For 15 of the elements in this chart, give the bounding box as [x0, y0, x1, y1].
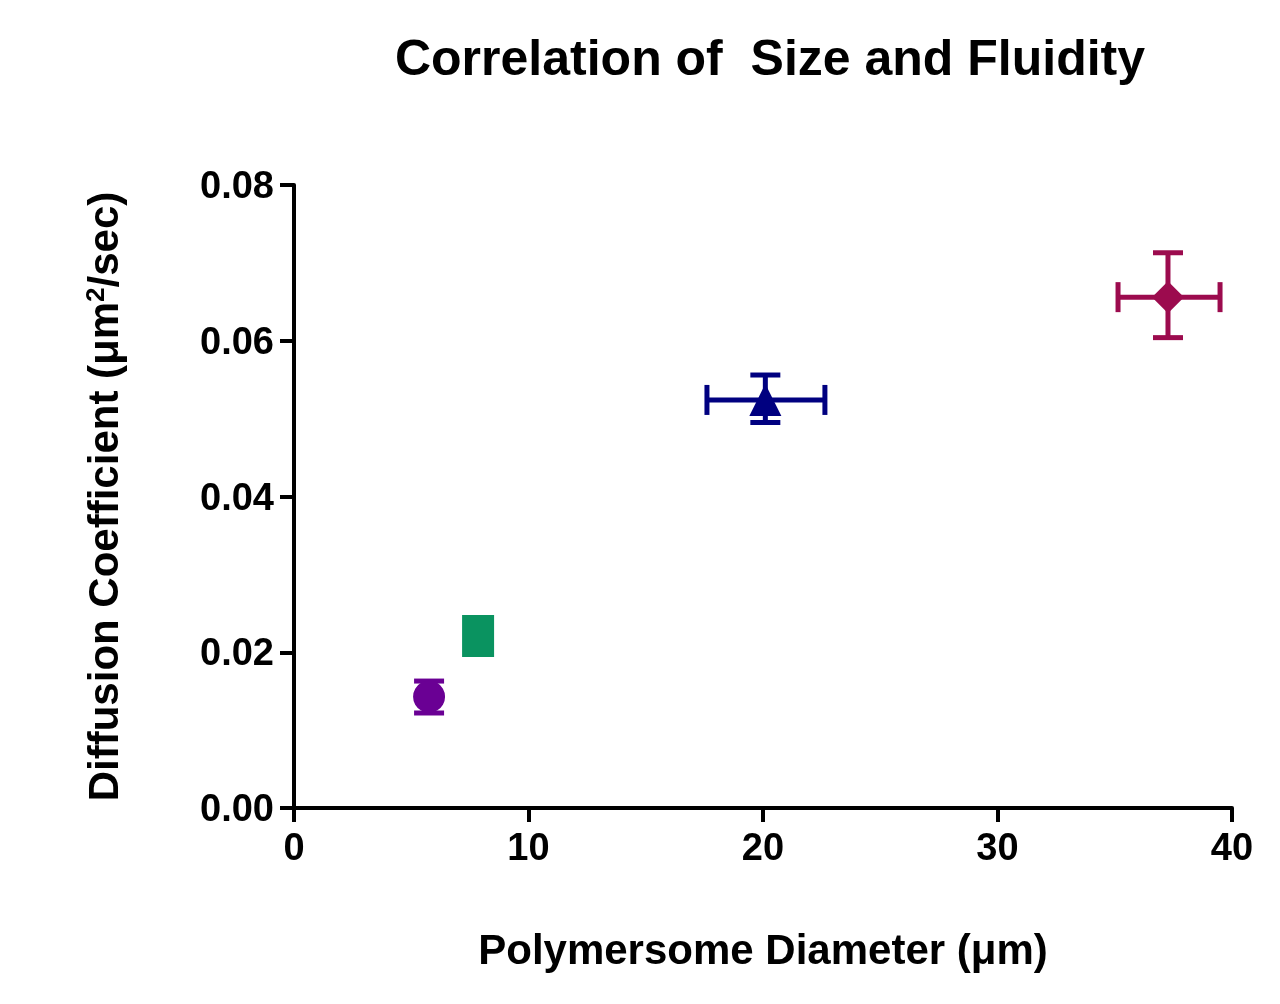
y-tick-label: 0.02	[200, 631, 274, 674]
y-tick-label: 0.04	[200, 475, 274, 518]
x-axis-title: Polymersome Diameter (μm)	[478, 925, 1048, 973]
x-tick-label: 10	[507, 826, 550, 868]
x-tick-label: 20	[741, 826, 785, 868]
y-tick-label: 0.00	[200, 787, 274, 829]
point	[1151, 281, 1184, 314]
x-tick-label: 40	[1210, 826, 1254, 868]
x-tick-label: 0	[283, 826, 305, 868]
point	[462, 614, 495, 657]
chart-title: Correlation of Size and Fluidity	[394, 30, 1146, 86]
y-tick-label: 0.06	[200, 319, 274, 362]
y-axis-title: Diffusion Coefficient (μm2/sec)	[79, 191, 127, 802]
y-tick-label: 0.08	[200, 164, 274, 206]
x-tick-label: 30	[976, 826, 1019, 868]
